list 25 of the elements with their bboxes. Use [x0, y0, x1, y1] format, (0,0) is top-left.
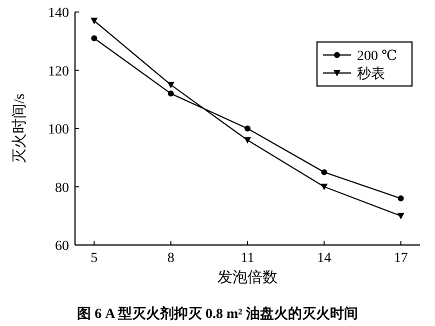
point: [91, 35, 98, 42]
y-tick-label: 100: [48, 122, 69, 138]
x-tick-label: 14: [317, 251, 332, 266]
point: [320, 184, 328, 190]
y-axis-title: 灭火时间/s: [11, 93, 28, 164]
legend-label: 200 ℃: [357, 49, 398, 64]
point: [398, 195, 404, 202]
x-tick-label: 5: [90, 251, 98, 266]
x-tick-label: 17: [394, 251, 408, 266]
point: [244, 137, 251, 144]
legend-label: 秒表: [357, 66, 385, 82]
y-tick-label: 60: [55, 239, 69, 254]
point: [321, 169, 328, 176]
point: [397, 212, 404, 220]
point: [167, 82, 174, 88]
x-tick-label: 11: [240, 251, 254, 266]
point: [244, 126, 250, 132]
y-tick-label: 120: [48, 64, 69, 80]
x-tick-label: 8: [167, 251, 174, 266]
point: [168, 90, 174, 97]
point: [90, 18, 98, 24]
y-tick-label: 80: [55, 180, 69, 196]
x-axis-title: 发泡倍数: [218, 269, 278, 286]
y-tick-label: 140: [48, 6, 69, 21]
text: 图 6 A 型灭火剂抑灭 0.8 m² 油盘火的灭火时间: [77, 305, 358, 322]
